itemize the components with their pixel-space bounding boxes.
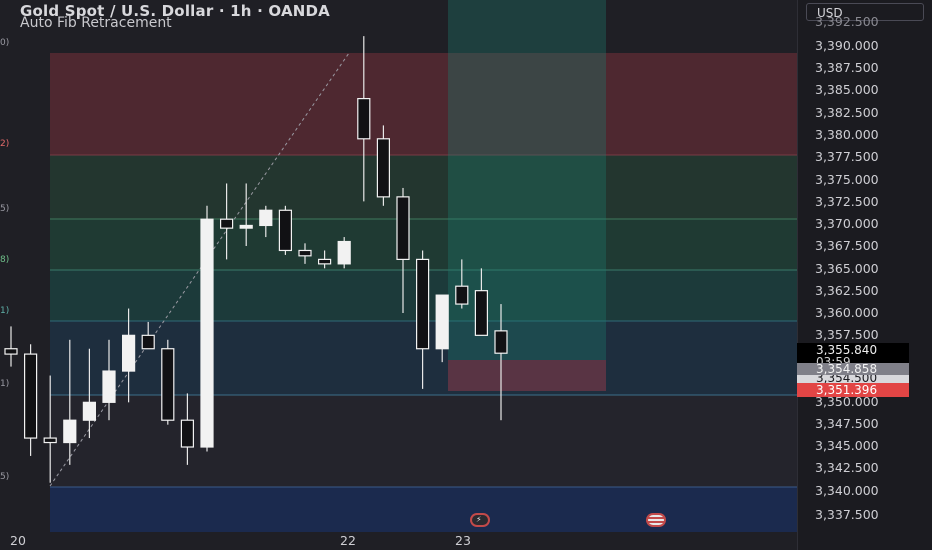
candle-body (220, 218, 234, 229)
candle-body (102, 370, 116, 403)
candle-body (435, 294, 449, 350)
price-tick: 3,387.500 (815, 60, 879, 75)
candle-body (43, 437, 57, 444)
level-red-tag: 3,351.396 (797, 383, 909, 397)
candle-body (396, 196, 410, 261)
price-tick: 3,365.000 (815, 261, 879, 276)
level-tag-b: 3,354.500 (797, 374, 909, 383)
time-axis-label: 22 (340, 533, 356, 548)
candle-body (63, 419, 77, 444)
price-tick: 3,362.500 (815, 283, 879, 298)
economic-event-icon[interactable]: ⚡ (470, 513, 490, 527)
price-tick: 3,357.500 (815, 327, 879, 342)
price-tick: 3,370.000 (815, 216, 879, 231)
candle-body (455, 285, 469, 305)
last-price-tag: 3,355.840 (797, 343, 909, 357)
price-tick: 3,345.000 (815, 438, 879, 453)
fib-zone-bottom-blue (50, 487, 797, 532)
currency-selector[interactable]: USD (806, 3, 924, 21)
candle-body (239, 224, 253, 229)
fib-zone-green-1 (50, 155, 797, 219)
candle-body (357, 97, 371, 140)
price-tick: 3,385.000 (815, 82, 879, 97)
position-profit-zone[interactable] (448, 0, 606, 360)
candle-body (298, 249, 312, 257)
price-tick: 3,390.000 (815, 38, 879, 53)
fib-edge-label: 0) (0, 38, 10, 48)
candle-body (474, 290, 488, 336)
candle-body (494, 330, 508, 354)
candle-body (141, 334, 155, 350)
price-tick: 3,380.000 (815, 127, 879, 142)
candle-body (161, 348, 175, 421)
candle-body (24, 353, 38, 439)
price-tick: 3,372.500 (815, 194, 879, 209)
position-loss-zone[interactable] (448, 360, 606, 391)
price-chart[interactable] (0, 0, 797, 550)
fib-edge-label: 1) (0, 379, 10, 389)
us-flag-event-icon[interactable] (646, 513, 666, 527)
fib-trend-line[interactable] (49, 52, 350, 487)
candle-body (180, 419, 194, 448)
candle-body (337, 240, 351, 265)
candle-body (376, 138, 390, 198)
fib-zone-gray (50, 395, 797, 487)
symbol-title[interactable]: Gold Spot / U.S. Dollar · 1h · OANDA (20, 2, 330, 20)
candle-body (318, 258, 332, 265)
level-tag-a: 3,354.858 (797, 363, 909, 375)
price-tick: 3,337.500 (815, 507, 879, 522)
price-tick: 3,377.500 (815, 149, 879, 164)
fib-edge-label: 1) (0, 306, 10, 316)
price-tick: 3,382.500 (815, 105, 879, 120)
price-tick: 3,375.000 (815, 172, 879, 187)
price-tick: 3,340.000 (815, 483, 879, 498)
candle-body (121, 334, 136, 372)
price-tick: 3,342.500 (815, 460, 879, 475)
time-axis-label: 20 (10, 533, 26, 548)
candle-body (278, 209, 292, 252)
price-tick: 3,347.500 (815, 416, 879, 431)
fib-edge-label: 5) (0, 204, 10, 214)
candle-body (82, 401, 97, 421)
indicator-title[interactable]: Auto Fib Retracement (20, 15, 172, 31)
time-axis-label: 23 (455, 533, 471, 548)
price-axis[interactable] (797, 0, 932, 550)
fib-zone-top-red (50, 53, 797, 155)
chart-area[interactable]: Gold Spot / U.S. Dollar · 1h · OANDA Aut… (0, 0, 797, 550)
candle-body (200, 218, 214, 448)
price-tick: 3,350.000 (815, 394, 879, 409)
candle-body (416, 258, 430, 350)
candle-body (4, 348, 18, 355)
price-tick: 3,367.500 (815, 238, 879, 253)
fib-edge-label: 8) (0, 255, 10, 265)
price-tick: 3,360.000 (815, 305, 879, 320)
fib-edge-label: 2) (0, 139, 10, 149)
candle-body (259, 209, 273, 227)
price-tick: 3,392.500 (815, 14, 879, 29)
fib-edge-label: 5) (0, 472, 10, 482)
candles-group (4, 36, 508, 483)
